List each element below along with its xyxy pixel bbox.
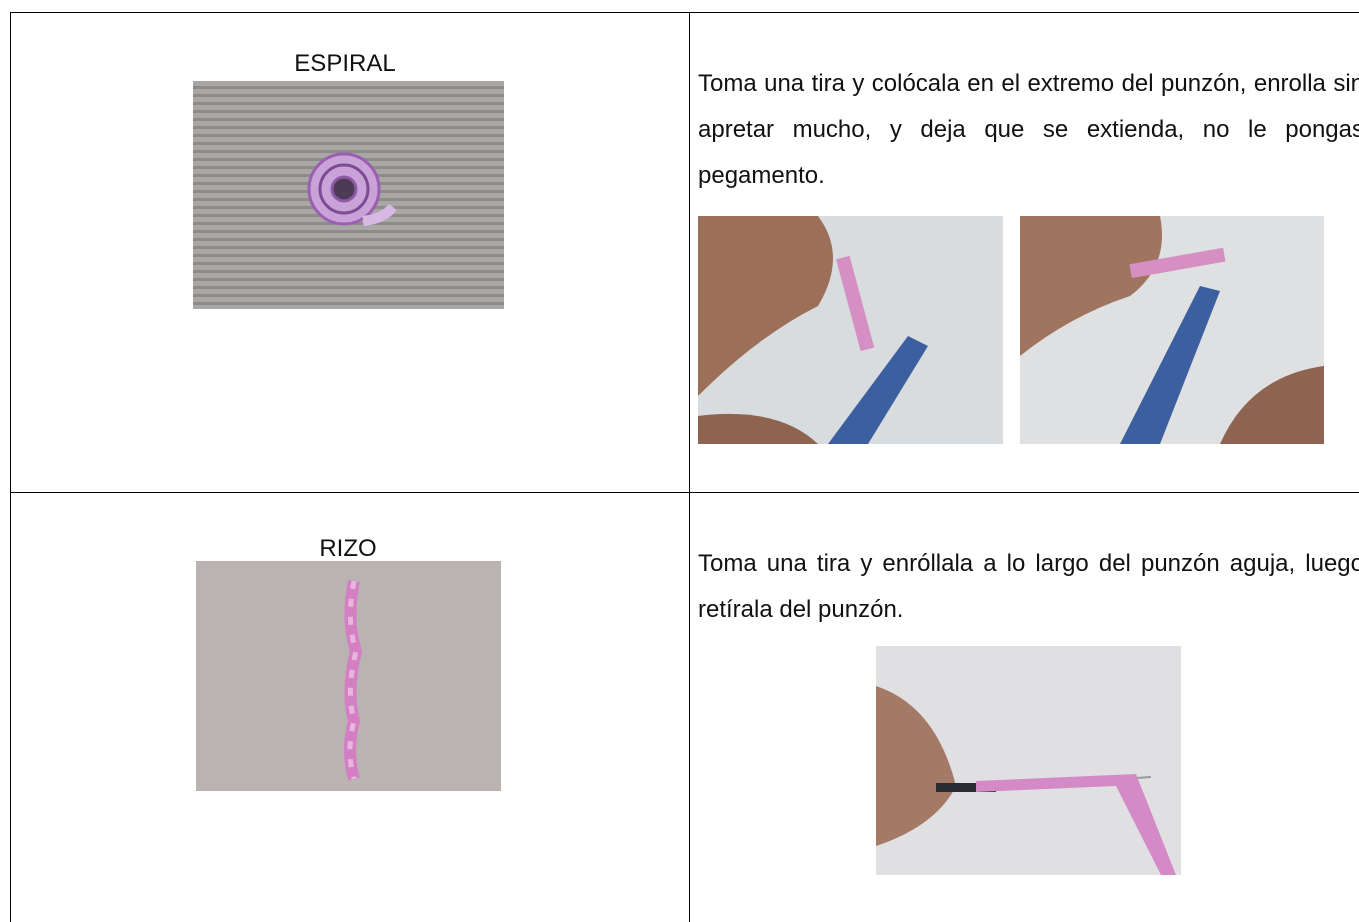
photo-spiral	[193, 81, 504, 309]
photo-step-3	[876, 646, 1181, 875]
photo-step-2	[1020, 216, 1324, 444]
row-divider	[10, 492, 1359, 493]
cell-text: Toma una tira y colócala en el extremo d…	[698, 70, 1359, 189]
table-border-top	[10, 12, 1359, 13]
cell-title: ESPIRAL	[294, 50, 396, 77]
column-divider	[689, 12, 690, 922]
cell-title: RIZO	[319, 535, 377, 562]
photo-curl	[196, 561, 501, 791]
table-border-left	[10, 12, 11, 922]
photo-step-1	[698, 216, 1003, 444]
cell-text: Toma una tira y enróllala a lo largo del…	[698, 550, 1359, 623]
